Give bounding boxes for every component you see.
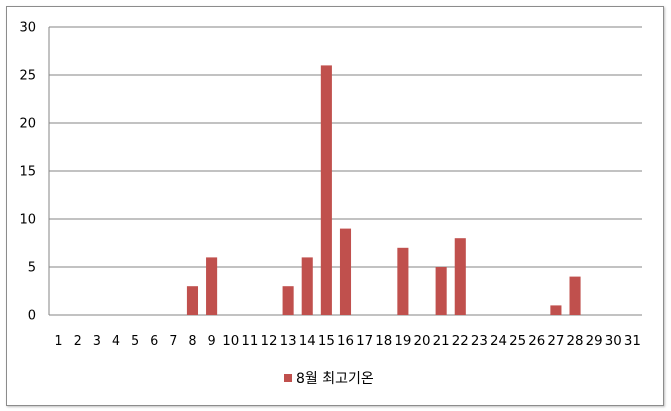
x-tick-label: 26 bbox=[528, 334, 545, 349]
x-tick-label: 6 bbox=[150, 334, 158, 349]
x-tick-label: 31 bbox=[624, 334, 641, 349]
y-axis-ticks: 0 5 10 15 20 25 30 bbox=[19, 21, 36, 324]
y-tick-label: 30 bbox=[19, 21, 36, 36]
x-tick-label: 24 bbox=[490, 334, 507, 349]
legend: 8월 최고기온 bbox=[284, 371, 374, 387]
x-tick-label: 18 bbox=[375, 334, 392, 349]
bar-27 bbox=[550, 305, 562, 315]
x-axis-ticks: 1 2 3 4 5 6 7 8 9 10 11 12 13 14 15 16 17 18 19 20 21 22 23 24 2… bbox=[55, 334, 641, 349]
x-tick-label: 3 bbox=[93, 334, 101, 349]
bar-8 bbox=[186, 286, 199, 315]
bar-21 bbox=[435, 267, 447, 315]
x-tick-label: 25 bbox=[509, 334, 526, 349]
x-tick-label: 8 bbox=[188, 334, 196, 349]
chart-frame bbox=[6, 6, 664, 406]
x-tick-label: 23 bbox=[471, 334, 488, 349]
x-tick-label: 7 bbox=[169, 334, 177, 349]
x-tick-label: 12 bbox=[260, 334, 277, 349]
x-tick-label: 5 bbox=[131, 334, 139, 349]
x-tick-label: 9 bbox=[208, 334, 216, 349]
bar-19 bbox=[397, 247, 409, 315]
x-tick-label: 16 bbox=[337, 334, 354, 349]
x-tick-label: 13 bbox=[280, 334, 297, 349]
bars bbox=[186, 65, 581, 316]
bar-15 bbox=[320, 65, 332, 316]
x-tick-label: 28 bbox=[567, 334, 584, 349]
y-tick-label: 25 bbox=[19, 69, 36, 84]
x-tick-label: 11 bbox=[241, 334, 258, 349]
x-tick-label: 27 bbox=[547, 334, 564, 349]
x-tick-label: 2 bbox=[74, 334, 82, 349]
y-tick-label: 0 bbox=[28, 309, 36, 324]
x-tick-label: 4 bbox=[112, 334, 120, 349]
x-tick-label: 29 bbox=[586, 334, 603, 349]
bar-16 bbox=[339, 228, 352, 315]
bar-28 bbox=[569, 276, 581, 315]
legend-swatch bbox=[284, 374, 292, 382]
bar-9 bbox=[206, 257, 218, 315]
x-tick-label: 14 bbox=[299, 334, 316, 349]
x-tick-label: 20 bbox=[414, 334, 431, 349]
x-tick-label: 15 bbox=[318, 334, 335, 349]
bar-14 bbox=[301, 257, 313, 315]
bar-22 bbox=[454, 238, 466, 315]
y-tick-label: 10 bbox=[19, 213, 36, 228]
x-tick-label: 10 bbox=[222, 334, 239, 349]
legend-label: 8월 최고기온 bbox=[296, 371, 374, 387]
x-tick-label: 21 bbox=[433, 334, 450, 349]
x-tick-label: 30 bbox=[605, 334, 622, 349]
y-tick-label: 20 bbox=[19, 117, 36, 132]
y-tick-label: 15 bbox=[19, 165, 36, 180]
x-tick-label: 19 bbox=[394, 334, 411, 349]
x-tick-label: 22 bbox=[452, 334, 469, 349]
y-tick-label: 5 bbox=[28, 261, 36, 276]
gridlines bbox=[48, 26, 642, 316]
bar-13 bbox=[282, 286, 294, 315]
x-tick-label: 1 bbox=[55, 334, 63, 349]
x-tick-label: 17 bbox=[356, 334, 373, 349]
